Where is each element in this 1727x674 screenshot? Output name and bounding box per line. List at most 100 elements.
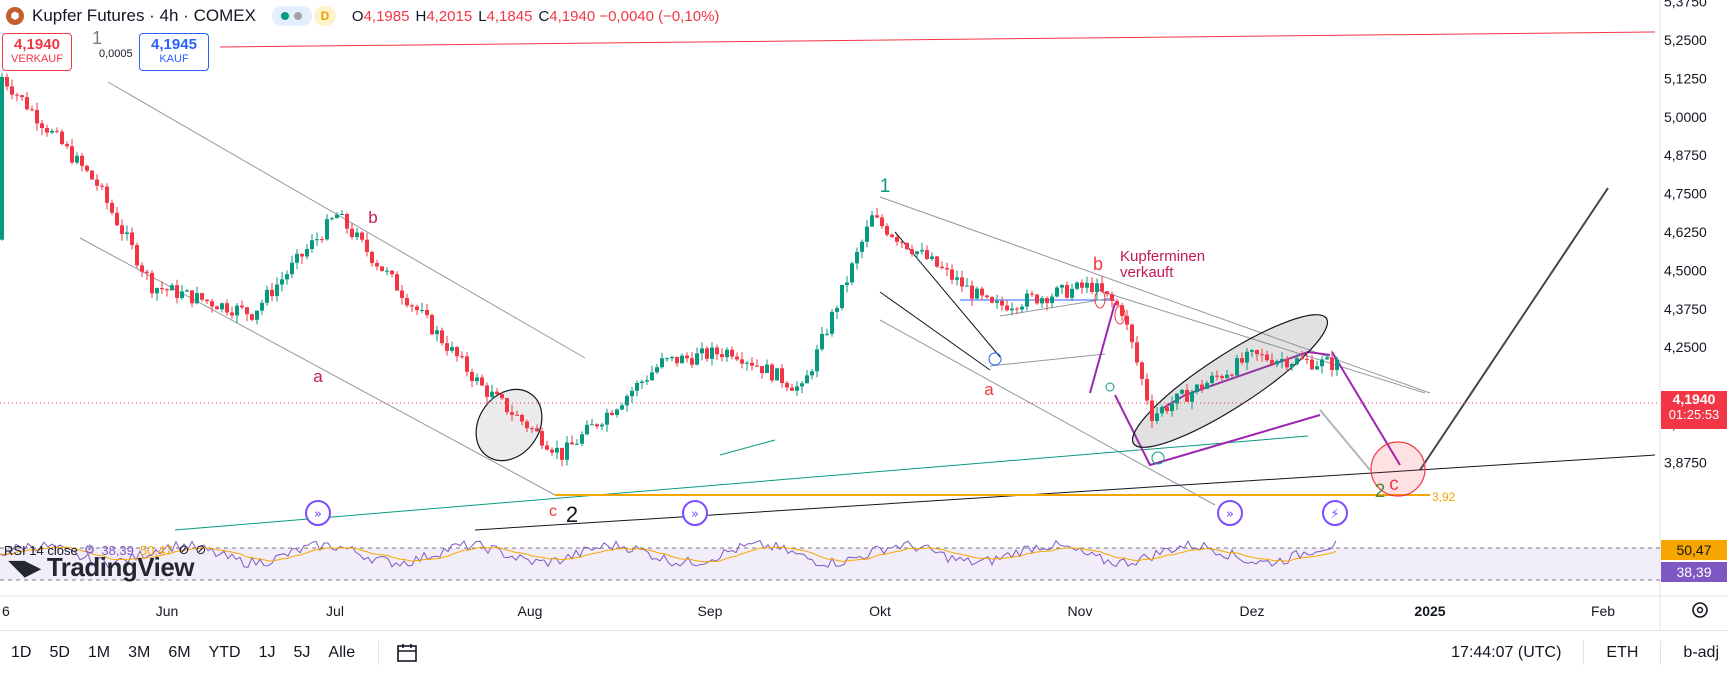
candle-body: [860, 241, 864, 252]
resistance-line: [219, 31, 1656, 48]
candle-body: [1015, 308, 1019, 310]
adjustment-button[interactable]: b-adj: [1683, 643, 1719, 661]
ohlc-high: H4,2015: [415, 7, 473, 25]
candle-body: [230, 312, 234, 316]
candle-body: [450, 347, 454, 351]
range-all[interactable]: Alle: [328, 643, 356, 661]
candle-body: [270, 289, 274, 297]
candle-body: [10, 86, 14, 95]
rsi-ma-line: [0, 546, 1337, 563]
target-label: 3,92: [1432, 490, 1456, 504]
candle-body: [60, 131, 64, 145]
rsi-settings-icon[interactable]: ⚙: [83, 542, 96, 557]
event-marker-1[interactable]: »: [305, 500, 331, 526]
candle-body: [395, 274, 399, 291]
range-1m[interactable]: 1M: [87, 643, 111, 661]
candle-body: [1100, 283, 1104, 292]
range-6m[interactable]: 6M: [168, 643, 191, 661]
candle-body: [665, 358, 669, 360]
candle-body: [940, 266, 944, 269]
price-candles: [0, 72, 1339, 467]
candle-body: [575, 443, 579, 445]
candle-body: [1210, 375, 1214, 383]
candle-body: [145, 271, 149, 273]
legend-badges[interactable]: D: [271, 6, 336, 26]
candle-body: [510, 412, 514, 415]
candle-body: [345, 213, 349, 229]
wave-label-3: c: [549, 503, 557, 520]
candle-body: [290, 262, 294, 275]
clock[interactable]: 17:44:07 (UTC): [1451, 643, 1562, 661]
candle-body: [1085, 282, 1089, 288]
range-1d[interactable]: 1D: [11, 643, 32, 661]
candle-body: [970, 285, 974, 299]
range-3m[interactable]: 3M: [128, 643, 151, 661]
candle-body: [1315, 366, 1319, 370]
candle-body: [1010, 308, 1014, 311]
candle-body: [905, 242, 909, 250]
candle-body: [95, 179, 99, 186]
wave-label-9: c: [1389, 474, 1399, 495]
projection-up-line: [1419, 187, 1609, 471]
range-bottom-line: [989, 353, 1106, 367]
event-marker-2[interactable]: »: [682, 500, 708, 526]
hide-icon[interactable]: ⊘: [178, 542, 190, 557]
candle-body: [1325, 357, 1329, 360]
candle-body: [385, 270, 389, 272]
candle-body: [900, 241, 904, 243]
candle-body: [175, 285, 179, 298]
buy-button[interactable]: 4,1945 KAUF: [139, 33, 209, 71]
candle-body: [1195, 384, 1199, 392]
candle-body: [400, 290, 404, 298]
visibility-icon[interactable]: [271, 6, 312, 26]
range-5j[interactable]: 5J: [293, 643, 311, 661]
candle-body: [265, 289, 269, 303]
candle-body: [700, 348, 704, 354]
rsi-title: RSI 14 close: [4, 542, 78, 558]
candle-body: [795, 386, 799, 391]
purple-drop: [1089, 302, 1116, 394]
downtrend-line-2: [1099, 290, 1426, 394]
candle-body: [210, 301, 214, 307]
data-delay-badge[interactable]: D: [313, 6, 336, 26]
calendar-icon[interactable]: [393, 639, 421, 667]
candle-body: [490, 391, 494, 397]
candle-body: [0, 77, 4, 240]
candle-body: [1270, 360, 1274, 365]
candle-body: [935, 256, 939, 267]
svg-text:»: »: [1226, 507, 1234, 522]
candle-body: [870, 215, 874, 227]
candle-body: [1110, 294, 1114, 301]
wave-label-1: b: [368, 208, 377, 227]
candle-body: [1115, 300, 1119, 306]
event-marker-3[interactable]: »: [1217, 500, 1243, 526]
candle-body: [840, 284, 844, 309]
candle-body: [5, 77, 9, 87]
candle-body: [250, 314, 254, 320]
sell-label: VERKAUF: [11, 53, 63, 65]
sell-button[interactable]: 4,1940 VERKAUF: [2, 33, 72, 71]
range-5d[interactable]: 5D: [49, 643, 70, 661]
range-ytd[interactable]: YTD: [208, 643, 241, 661]
candle-body: [685, 355, 689, 359]
candle-body: [1235, 358, 1239, 376]
candle-body: [960, 277, 964, 287]
gear-icon[interactable]: [1692, 602, 1708, 618]
rsi-value: 38,39: [101, 542, 134, 558]
candle-body: [990, 297, 994, 303]
wave-label-0: 1: [92, 28, 102, 48]
candle-body: [30, 109, 34, 111]
candle-body: [90, 170, 94, 180]
range-1j[interactable]: 1J: [258, 643, 276, 661]
candle-body: [1090, 282, 1094, 292]
session-button[interactable]: ETH: [1606, 643, 1639, 661]
price-tick-11: 3,8750: [1664, 454, 1707, 470]
candle-body: [1220, 376, 1224, 379]
candle-body: [360, 232, 364, 240]
candle-body: [1225, 374, 1229, 379]
hide-icon-2[interactable]: ⊘: [195, 542, 207, 557]
candle-body: [70, 146, 74, 163]
chart-area[interactable]: » » » ⚡ 5,3750 5,2500 5,1250 5,0000 4,8750 4,…: [0, 0, 1727, 630]
event-marker-4[interactable]: ⚡: [1322, 500, 1348, 526]
bar-countdown: 01:25:53: [1668, 407, 1720, 422]
